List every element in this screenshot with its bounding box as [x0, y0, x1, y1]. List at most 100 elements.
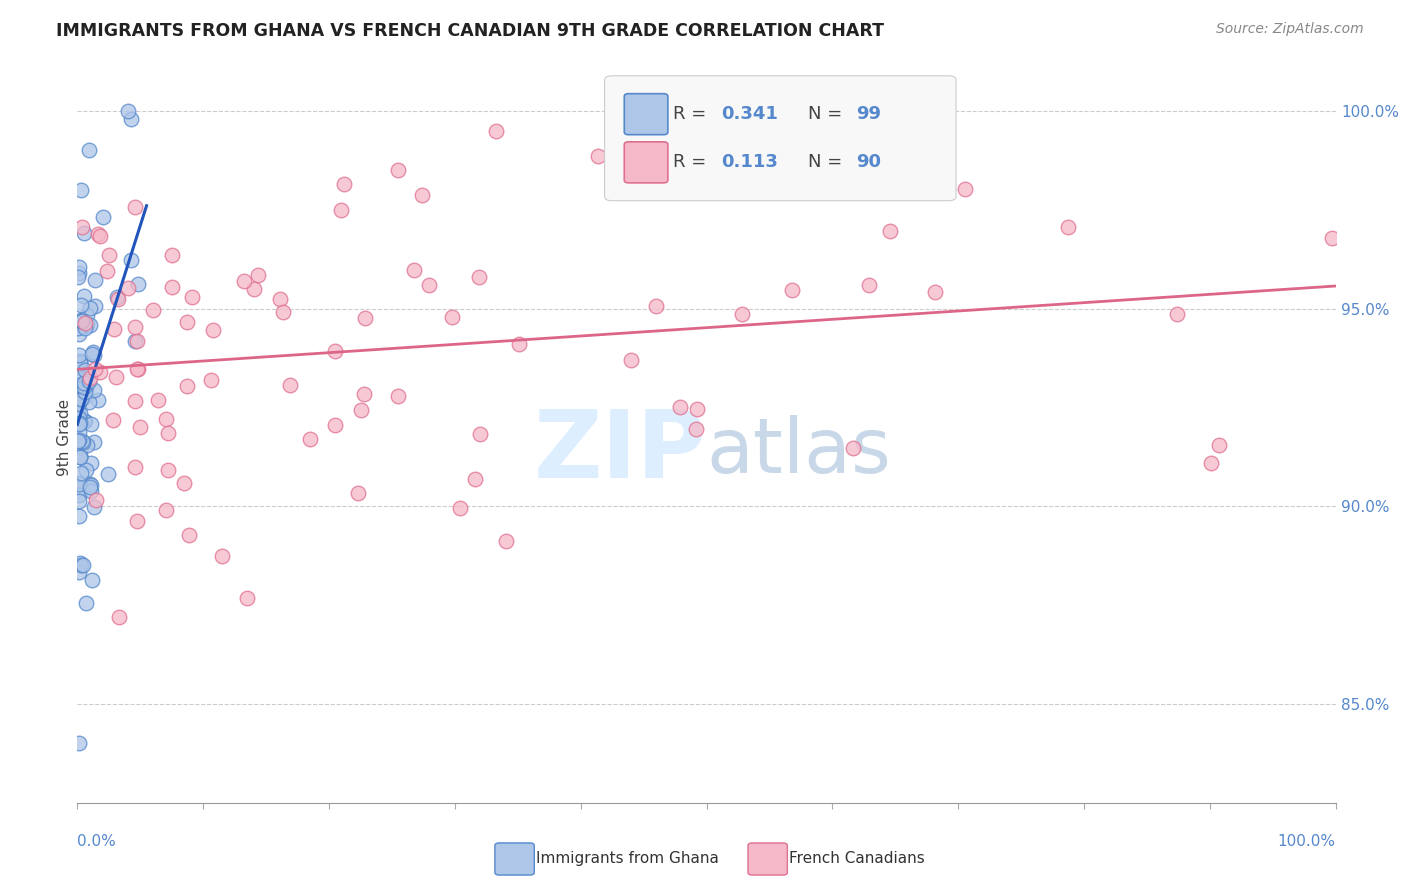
Point	[811, 141, 834, 155]
Point	[953, 182, 976, 196]
Point	[97, 467, 120, 481]
Point	[67, 396, 90, 410]
Point	[128, 420, 150, 434]
Point	[124, 394, 146, 409]
Point	[66, 321, 89, 335]
Point	[75, 596, 97, 610]
Point	[87, 227, 110, 241]
Point	[84, 299, 107, 313]
Point	[350, 402, 373, 417]
Point	[269, 292, 291, 306]
Point	[616, 180, 638, 194]
Point	[67, 425, 90, 439]
Point	[411, 187, 433, 202]
Point	[75, 363, 97, 377]
Point	[73, 288, 96, 302]
Point	[67, 395, 90, 409]
Point	[181, 290, 204, 304]
Point	[468, 270, 491, 285]
Point	[67, 737, 90, 751]
Text: Immigrants from Ghana: Immigrants from Ghana	[536, 852, 718, 866]
Point	[80, 456, 103, 470]
Point	[69, 406, 91, 420]
Point	[67, 411, 90, 425]
Point	[160, 248, 183, 262]
Point	[77, 374, 100, 388]
Point	[75, 414, 97, 428]
Point	[160, 280, 183, 294]
Point	[73, 390, 96, 404]
Point	[67, 434, 90, 448]
Point	[353, 386, 375, 401]
Point	[271, 305, 294, 319]
Point	[117, 280, 139, 294]
Point	[69, 481, 91, 495]
Point	[146, 393, 169, 408]
Point	[127, 362, 149, 376]
Point	[67, 493, 90, 508]
Text: R =: R =	[673, 105, 713, 123]
Point	[84, 361, 107, 376]
Point	[232, 274, 254, 288]
Point	[105, 290, 128, 304]
Point	[75, 379, 97, 393]
Point	[464, 472, 486, 486]
Point	[124, 334, 146, 348]
Point	[80, 484, 103, 499]
Point	[620, 353, 643, 368]
Point	[96, 264, 118, 278]
Point	[156, 463, 179, 477]
Point	[87, 392, 110, 407]
Point	[387, 389, 409, 403]
Point	[76, 318, 98, 332]
Point	[1208, 438, 1230, 452]
Point	[67, 397, 90, 411]
Point	[69, 417, 91, 431]
Point	[441, 310, 464, 325]
Point	[332, 178, 354, 192]
Text: 100.0%: 100.0%	[1278, 834, 1336, 849]
Point	[67, 378, 90, 392]
Point	[80, 417, 103, 432]
Point	[780, 283, 803, 297]
Point	[89, 365, 111, 379]
Point	[485, 123, 508, 137]
Point	[72, 434, 94, 449]
Point	[76, 308, 98, 322]
Point	[69, 448, 91, 462]
Point	[104, 370, 127, 384]
Text: 0.341: 0.341	[721, 105, 778, 123]
Point	[176, 378, 198, 392]
Point	[120, 112, 142, 126]
Point	[243, 282, 266, 296]
Point	[91, 210, 114, 224]
Point	[75, 317, 97, 331]
Text: ZIP: ZIP	[534, 406, 707, 498]
Point	[200, 373, 222, 387]
Point	[77, 395, 100, 409]
Point	[1166, 307, 1188, 321]
Point	[77, 143, 100, 157]
Point	[79, 370, 101, 384]
Point	[1057, 220, 1080, 235]
Point	[107, 292, 129, 306]
Point	[127, 334, 149, 348]
Point	[1199, 456, 1222, 470]
Point	[89, 229, 111, 244]
Point	[329, 202, 352, 217]
Point	[669, 400, 692, 414]
Point	[79, 480, 101, 494]
Point	[70, 183, 93, 197]
Point	[842, 441, 865, 455]
Point	[67, 475, 90, 490]
Text: Source: ZipAtlas.com: Source: ZipAtlas.com	[1216, 22, 1364, 37]
Text: 0.113: 0.113	[721, 153, 778, 171]
Point	[67, 327, 90, 342]
Point	[83, 384, 105, 398]
Point	[72, 558, 94, 573]
Point	[97, 248, 120, 262]
Point	[247, 268, 270, 283]
Point	[685, 401, 707, 416]
Point	[67, 476, 90, 491]
Point	[70, 219, 93, 234]
